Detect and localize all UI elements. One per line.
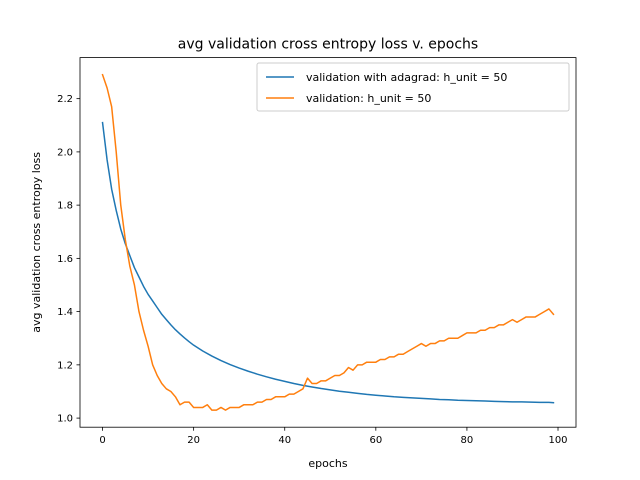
legend-box bbox=[256, 62, 570, 112]
y-tick-label: 1.2 bbox=[57, 360, 73, 371]
x-tick-label: 20 bbox=[187, 435, 200, 446]
y-tick-label: 1.6 bbox=[57, 254, 73, 265]
legend-label-1: validation: h_unit = 50 bbox=[306, 92, 431, 105]
y-tick-label: 1.8 bbox=[57, 201, 73, 212]
y-tick-label: 2.0 bbox=[57, 147, 73, 158]
y-axis-label: avg validation cross entropy loss bbox=[30, 152, 43, 333]
series-line-0 bbox=[101, 121, 555, 404]
legend-label-0: validation with adagrad: h_unit = 50 bbox=[306, 71, 507, 84]
x-tick-label: 100 bbox=[548, 435, 567, 446]
y-tick-label: 1.0 bbox=[57, 414, 73, 425]
x-axis-label: epochs bbox=[308, 457, 347, 470]
y-tick-label: 2.2 bbox=[57, 94, 73, 105]
axes-layer: 0 20 40 60 80 100 1.0 1.2 1.4 1.6 1.8 2.0 2.2 bbox=[57, 57, 577, 446]
x-tick-label: 40 bbox=[278, 435, 291, 446]
x-tick-label: 0 bbox=[99, 435, 105, 446]
x-tick-label: 60 bbox=[369, 435, 382, 446]
plot-frame bbox=[79, 57, 577, 428]
series-line-1 bbox=[101, 73, 555, 411]
x-tick-label: 80 bbox=[461, 435, 474, 446]
series-layer bbox=[101, 73, 555, 411]
chart-title: avg validation cross entropy loss v. epo… bbox=[178, 37, 478, 53]
y-tick-label: 1.4 bbox=[57, 307, 73, 318]
legend: validation with adagrad: h_unit = 50 vali… bbox=[256, 62, 570, 112]
